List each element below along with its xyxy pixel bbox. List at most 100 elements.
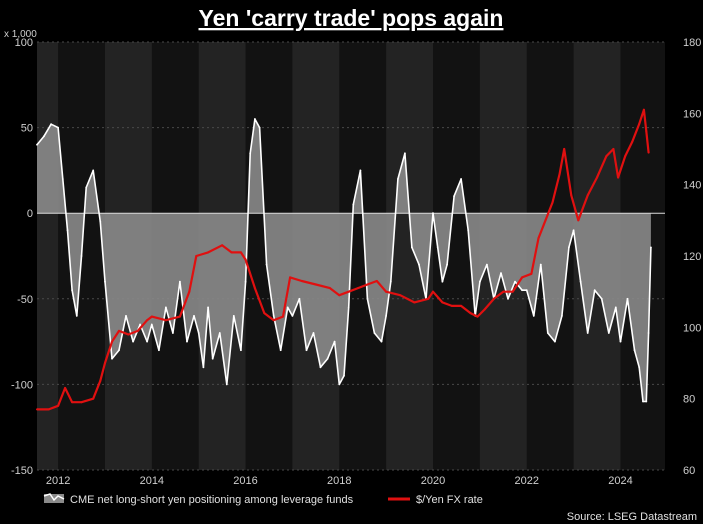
positioning-point — [298, 297, 301, 300]
fx-point — [136, 329, 139, 332]
fx-point — [537, 237, 540, 240]
fx-point — [347, 290, 350, 293]
positioning-point — [411, 246, 413, 249]
fx-point — [80, 401, 83, 404]
positioning-area — [37, 119, 651, 402]
x-tick-label: 2014 — [140, 475, 164, 487]
positioning-point — [607, 332, 610, 334]
fx-point — [188, 290, 191, 293]
fx-point — [612, 148, 615, 150]
positioning-point — [193, 315, 195, 317]
fx-point — [221, 244, 224, 247]
positioning-point — [614, 306, 617, 309]
legend-positioning-label: CME net long-short yen positioning among… — [70, 494, 354, 506]
positioning-point — [99, 220, 102, 223]
positioning-point — [232, 315, 235, 317]
positioning-point — [554, 340, 556, 343]
positioning-point — [579, 280, 582, 283]
fx-point — [469, 312, 472, 315]
positioning-point — [479, 280, 481, 283]
fx-point — [92, 397, 95, 400]
axes: 100 50 0 -50 -100 -150 180 160 140 120 100 80 60 2012… — [11, 37, 701, 487]
y-left-tick-label: -150 — [11, 465, 33, 477]
positioning-point — [71, 289, 73, 292]
fx-point — [272, 319, 275, 322]
fx-point — [71, 401, 74, 404]
positioning-point — [373, 332, 376, 334]
positioning-point — [202, 366, 205, 369]
positioning-point — [404, 152, 406, 155]
fx-point — [127, 333, 130, 336]
y-right-tick-label: 80 — [683, 394, 695, 406]
y-right-tick-label: 180 — [683, 37, 701, 49]
positioning-point — [507, 297, 509, 300]
fx-point — [399, 294, 402, 297]
y-left-tick-label: 0 — [27, 208, 33, 220]
positioning-point — [254, 118, 256, 120]
fx-point — [239, 251, 242, 254]
positioning-point — [633, 349, 636, 352]
positioning-point — [514, 280, 516, 283]
fx-point — [483, 308, 486, 311]
positioning-point — [272, 315, 275, 317]
x-tick-label: 2016 — [233, 475, 257, 487]
positioning-point — [572, 229, 575, 232]
fx-point — [164, 319, 167, 322]
fx-point — [558, 173, 561, 175]
fx-point — [146, 319, 149, 322]
positioning-point — [179, 280, 181, 283]
fx-point — [263, 312, 266, 315]
fx-point — [47, 408, 50, 411]
positioning-point — [92, 169, 95, 172]
positioning-point — [418, 263, 420, 266]
x-tick-label: 2022 — [515, 475, 539, 487]
fx-point — [111, 340, 113, 343]
fx-point — [328, 287, 331, 290]
fx-point — [647, 151, 650, 154]
fx-point — [460, 304, 463, 307]
fx-point — [118, 329, 120, 332]
fx-point — [57, 404, 60, 407]
positioning-point — [279, 349, 282, 352]
fx-point — [64, 387, 67, 389]
positioning-point — [146, 340, 149, 343]
fx-point — [432, 290, 434, 293]
positioning-point — [647, 332, 650, 334]
chart-title: Yen 'carry trade' pops again — [199, 5, 504, 31]
fx-point — [244, 258, 247, 261]
fx-point — [441, 301, 444, 304]
positioning-point — [619, 340, 622, 343]
fx-point — [617, 176, 620, 179]
fx-point — [570, 194, 573, 197]
positioning-point — [380, 340, 383, 343]
y-right-tick-label: 140 — [683, 180, 701, 192]
positioning-point — [218, 332, 221, 334]
positioning-point — [286, 306, 289, 309]
positioning-point — [638, 366, 641, 369]
positioning-point — [525, 289, 528, 292]
positioning-point — [453, 195, 455, 198]
positioning-point — [265, 263, 268, 266]
x-tick-label: 2024 — [608, 475, 632, 487]
positioning-point — [338, 383, 341, 386]
positioning-point — [225, 383, 228, 386]
fx-point — [282, 315, 284, 318]
positioning-point — [347, 306, 350, 309]
positioning-point — [75, 315, 78, 317]
positioning-point — [104, 280, 106, 283]
positioning-point — [50, 123, 52, 126]
positioning-point — [397, 178, 399, 180]
positioning-point — [385, 315, 387, 317]
positioning-point — [521, 289, 523, 292]
fx-point — [476, 315, 479, 318]
positioning-point — [61, 178, 64, 180]
positioning-point — [568, 246, 570, 249]
positioning-point — [172, 332, 174, 334]
positioning-point — [389, 280, 392, 283]
fx-point — [624, 155, 627, 158]
positioning-point — [125, 315, 127, 317]
fx-point — [544, 219, 547, 222]
positioning-point — [326, 357, 329, 360]
fx-point — [36, 408, 38, 411]
